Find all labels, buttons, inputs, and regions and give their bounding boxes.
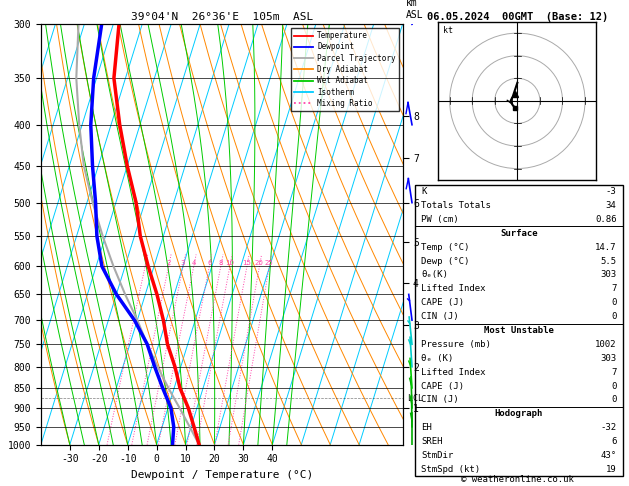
Text: 3: 3 — [181, 260, 186, 266]
Text: km
ASL: km ASL — [406, 0, 424, 20]
Text: 6: 6 — [207, 260, 211, 266]
Text: Totals Totals: Totals Totals — [421, 201, 491, 210]
Text: 2: 2 — [167, 260, 171, 266]
Text: 8: 8 — [218, 260, 223, 266]
Text: StmSpd (kt): StmSpd (kt) — [421, 465, 481, 474]
X-axis label: Dewpoint / Temperature (°C): Dewpoint / Temperature (°C) — [131, 470, 313, 480]
Text: 4: 4 — [192, 260, 196, 266]
Text: CAPE (J): CAPE (J) — [421, 298, 464, 307]
Text: SREH: SREH — [421, 437, 443, 446]
Text: 19: 19 — [606, 465, 616, 474]
Text: 0: 0 — [611, 382, 616, 391]
Text: 1002: 1002 — [595, 340, 616, 349]
Text: 10: 10 — [225, 260, 235, 266]
Text: -3: -3 — [606, 187, 616, 196]
Text: Lifted Index: Lifted Index — [421, 284, 486, 294]
Text: 0: 0 — [611, 312, 616, 321]
Text: Most Unstable: Most Unstable — [484, 326, 554, 335]
Y-axis label: hPa: hPa — [0, 225, 2, 244]
Text: Hodograph: Hodograph — [495, 409, 543, 418]
Title: 39°04'N  26°36'E  105m  ASL: 39°04'N 26°36'E 105m ASL — [131, 12, 313, 22]
Text: 14.7: 14.7 — [595, 243, 616, 252]
Text: CIN (J): CIN (J) — [421, 312, 459, 321]
Text: 303: 303 — [600, 354, 616, 363]
Text: 06.05.2024  00GMT  (Base: 12): 06.05.2024 00GMT (Base: 12) — [426, 12, 608, 22]
Text: 7: 7 — [611, 284, 616, 294]
Text: θₑ(K): θₑ(K) — [421, 270, 448, 279]
Text: 43°: 43° — [600, 451, 616, 460]
Text: Mixing Ratio (g/kg): Mixing Ratio (g/kg) — [423, 238, 431, 332]
Text: CAPE (J): CAPE (J) — [421, 382, 464, 391]
Text: 6: 6 — [611, 437, 616, 446]
Text: 0: 0 — [611, 396, 616, 404]
Text: StmDir: StmDir — [421, 451, 454, 460]
Legend: Temperature, Dewpoint, Parcel Trajectory, Dry Adiabat, Wet Adiabat, Isotherm, Mi: Temperature, Dewpoint, Parcel Trajectory… — [291, 28, 399, 111]
Text: Surface: Surface — [500, 229, 538, 238]
Text: -32: -32 — [600, 423, 616, 432]
Text: Dewp (°C): Dewp (°C) — [421, 257, 470, 265]
Text: 7: 7 — [611, 367, 616, 377]
Text: θₑ (K): θₑ (K) — [421, 354, 454, 363]
Text: EH: EH — [421, 423, 432, 432]
Text: Lifted Index: Lifted Index — [421, 367, 486, 377]
Text: 25: 25 — [265, 260, 274, 266]
Text: 1: 1 — [143, 260, 147, 266]
Text: Temp (°C): Temp (°C) — [421, 243, 470, 252]
Text: 0.86: 0.86 — [595, 215, 616, 224]
Text: 15: 15 — [243, 260, 252, 266]
Text: 303: 303 — [600, 270, 616, 279]
Text: CIN (J): CIN (J) — [421, 396, 459, 404]
Text: 0: 0 — [611, 298, 616, 307]
Text: 34: 34 — [606, 201, 616, 210]
Text: PW (cm): PW (cm) — [421, 215, 459, 224]
Text: 5.5: 5.5 — [600, 257, 616, 265]
Text: K: K — [421, 187, 426, 196]
Text: 20: 20 — [255, 260, 264, 266]
Text: Pressure (mb): Pressure (mb) — [421, 340, 491, 349]
Text: LCL: LCL — [403, 394, 423, 402]
Text: © weatheronline.co.uk: © weatheronline.co.uk — [461, 474, 574, 484]
Text: kt: kt — [443, 26, 453, 35]
